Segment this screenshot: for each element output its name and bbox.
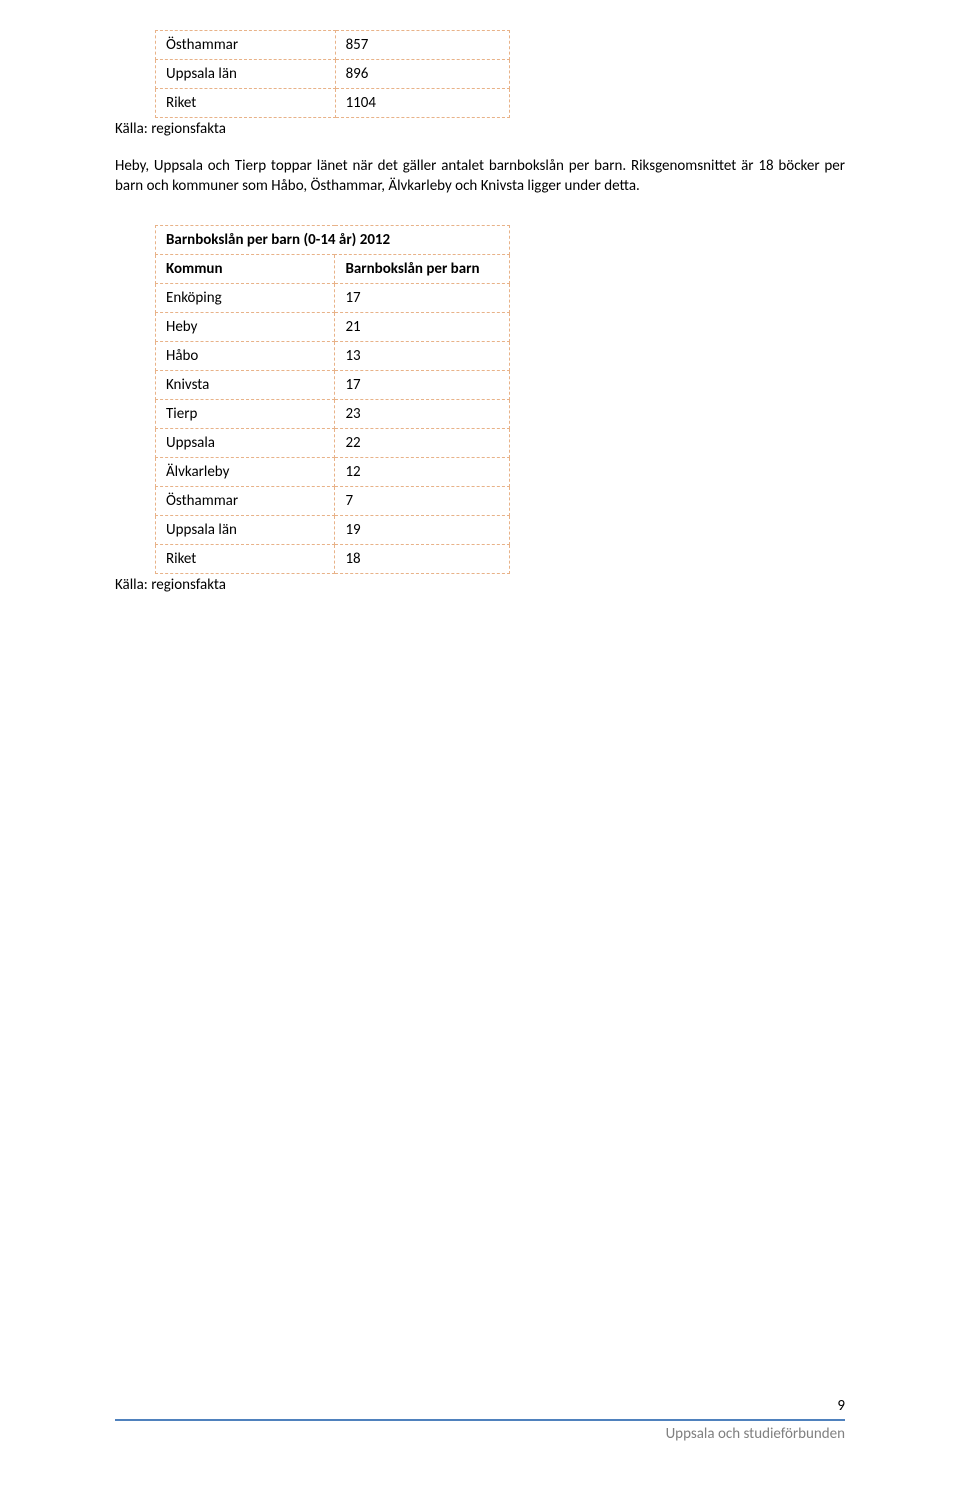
table2-header-col2: Barnbokslån per barn: [335, 254, 510, 283]
cell-value: 17: [335, 283, 510, 312]
cell-value: 23: [335, 399, 510, 428]
table-title-row: Barnbokslån per barn (0-14 år) 2012: [156, 225, 510, 254]
cell-value: 12: [335, 457, 510, 486]
table-row: Älvkarleby 12: [156, 457, 510, 486]
cell-name: Riket: [156, 544, 335, 573]
page-footer: 9 Uppsala och studieförbunden: [115, 1419, 845, 1443]
table-row: Tierp 23: [156, 399, 510, 428]
cell-name: Östhammar: [156, 486, 335, 515]
cell-name: Uppsala län: [156, 515, 335, 544]
cell-value: 19: [335, 515, 510, 544]
page-number: 9: [837, 1397, 845, 1415]
table-row: Heby 21: [156, 312, 510, 341]
footer-row: Uppsala och studieförbunden: [115, 1425, 845, 1443]
table-row: Enköping 17: [156, 283, 510, 312]
cell-value: 21: [335, 312, 510, 341]
document-page: Östhammar 857 Uppsala län 896 Riket 1104…: [0, 0, 960, 1493]
table1-caption: Källa: regionsfakta: [115, 120, 845, 138]
table-row: Uppsala län 19: [156, 515, 510, 544]
table-header-row: Kommun Barnbokslån per barn: [156, 254, 510, 283]
table-row: Håbo 13: [156, 341, 510, 370]
cell-value: 896: [335, 60, 509, 89]
table2-container: Barnbokslån per barn (0-14 år) 2012 Komm…: [155, 225, 845, 574]
cell-name: Knivsta: [156, 370, 335, 399]
footer-divider: [115, 1419, 845, 1421]
cell-name: Enköping: [156, 283, 335, 312]
cell-value: 1104: [335, 89, 509, 118]
cell-name: Uppsala län: [156, 60, 336, 89]
table-row: Östhammar 857: [156, 31, 510, 60]
footer-text: Uppsala och studieförbunden: [666, 1425, 845, 1443]
table2-header-col1: Kommun: [156, 254, 335, 283]
cell-value: 13: [335, 341, 510, 370]
table2-caption: Källa: regionsfakta: [115, 576, 845, 594]
cell-value: 22: [335, 428, 510, 457]
table-row: Knivsta 17: [156, 370, 510, 399]
cell-value: 857: [335, 31, 509, 60]
table-row: Riket 1104: [156, 89, 510, 118]
cell-value: 18: [335, 544, 510, 573]
table2-title: Barnbokslån per barn (0-14 år) 2012: [156, 225, 510, 254]
cell-value: 7: [335, 486, 510, 515]
table-row: Uppsala 22: [156, 428, 510, 457]
cell-name: Riket: [156, 89, 336, 118]
cell-name: Heby: [156, 312, 335, 341]
table-barnbokslan: Barnbokslån per barn (0-14 år) 2012 Komm…: [155, 225, 510, 574]
body-paragraph: Heby, Uppsala och Tierp toppar länet när…: [115, 156, 845, 197]
cell-value: 17: [335, 370, 510, 399]
table-row: Riket 18: [156, 544, 510, 573]
cell-name: Älvkarleby: [156, 457, 335, 486]
cell-name: Håbo: [156, 341, 335, 370]
cell-name: Östhammar: [156, 31, 336, 60]
table-row: Östhammar 7: [156, 486, 510, 515]
cell-name: Uppsala: [156, 428, 335, 457]
table-summary-top: Östhammar 857 Uppsala län 896 Riket 1104: [155, 30, 510, 118]
cell-name: Tierp: [156, 399, 335, 428]
table-row: Uppsala län 896: [156, 60, 510, 89]
